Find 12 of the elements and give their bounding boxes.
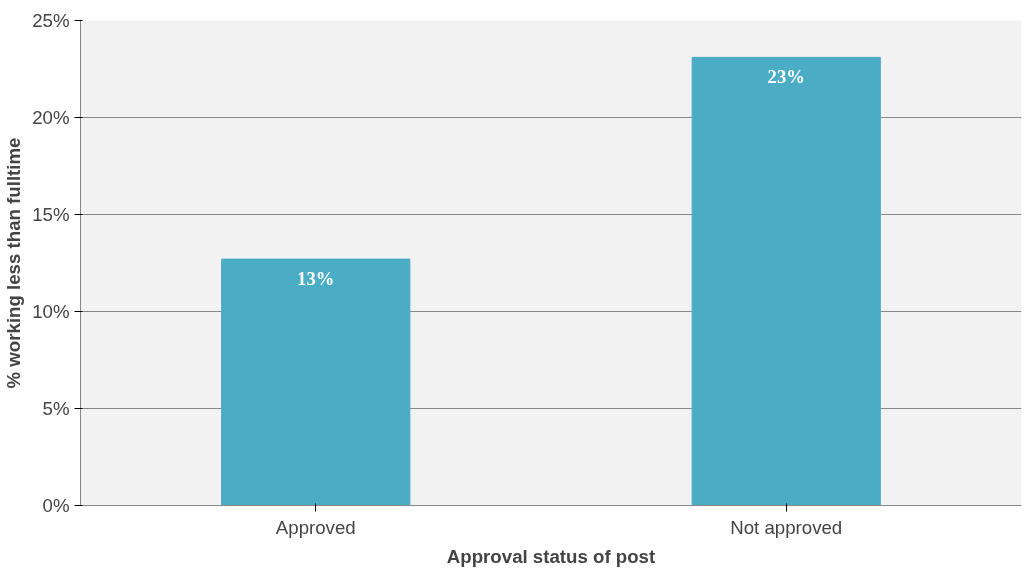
x-axis-title: Approval status of post xyxy=(446,545,656,567)
x-tick-label: Approved xyxy=(275,516,356,538)
data-label: 13% xyxy=(297,268,335,290)
y-tick-label: 25% xyxy=(32,10,70,31)
y-axis-title: % working less than fulltime xyxy=(3,137,25,389)
y-tick-label: 20% xyxy=(32,107,70,128)
y-tick-label: 5% xyxy=(42,398,70,419)
data-label: 23% xyxy=(767,66,805,88)
y-tick-label: 15% xyxy=(32,204,70,225)
y-tick-label: 10% xyxy=(32,301,70,322)
y-tick-label: 0% xyxy=(42,495,70,516)
x-tick-label: Not approved xyxy=(730,516,843,538)
